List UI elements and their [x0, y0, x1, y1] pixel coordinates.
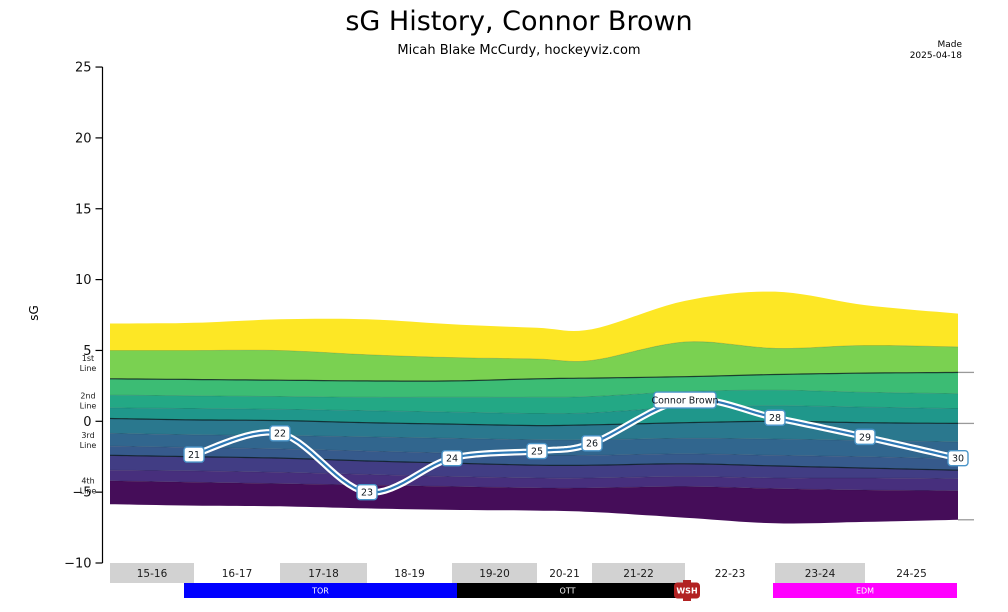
line-group-label-word: Line [80, 441, 97, 450]
team-label-WSH: WSH [676, 586, 697, 595]
marker-label: 26 [586, 439, 598, 450]
season-box-23-24 [775, 563, 865, 583]
marker-label: 21 [188, 450, 200, 461]
line-group-boundary-2 [110, 371, 959, 382]
season-box-19-20 [452, 563, 537, 583]
marker-box [441, 449, 463, 467]
age-marker-22: 22 [269, 425, 291, 442]
line-group-boundary-8 [109, 454, 959, 471]
marker-label: Connor Brown [651, 395, 718, 406]
band-boundary-9 [110, 469, 959, 480]
season-label-24-25: 24-25 [896, 568, 927, 580]
band-boundary-4 [109, 405, 958, 414]
season-label-15-16: 15-16 [137, 568, 168, 580]
team-label-OTT: OTT [560, 586, 576, 595]
marker-label: 28 [769, 413, 781, 424]
distribution-band-4 [110, 390, 958, 414]
team-label-TOR: TOR [311, 586, 329, 595]
marker-box [854, 428, 876, 446]
age-marker-21: 21 [183, 446, 205, 463]
season-label-20-21: 20-21 [549, 568, 580, 580]
age-marker-28: 28 [764, 409, 786, 426]
season-label-18-19: 18-19 [394, 568, 425, 580]
y-tick-label--10: −10 [64, 557, 91, 572]
line-group-label-ordinal: 3rd [81, 431, 94, 440]
line-group-label-ordinal: 1st [82, 354, 94, 363]
page-title: sG History, Connor Brown [345, 6, 693, 37]
y-tick-label-25: 25 [75, 61, 92, 76]
team-bar-TOR [184, 583, 457, 598]
season-label-21-22: 21-22 [623, 568, 654, 580]
season-label-23-24: 23-24 [805, 568, 836, 580]
marker-label: 30 [952, 454, 964, 465]
y-tick-label--5: −5 [72, 486, 91, 501]
marker-label: 29 [859, 432, 871, 443]
team-bar-WSH [674, 582, 700, 599]
player-name-marker: Connor Brown [651, 391, 719, 409]
age-marker-30: 30 [947, 449, 969, 467]
distribution-band-10 [110, 470, 958, 491]
y-tick-label-20: 20 [75, 131, 92, 146]
band-boundary-3 [110, 389, 959, 398]
y-axis-label: sG [26, 305, 41, 321]
marker-box [183, 446, 205, 463]
team-bar-EDM [773, 583, 957, 598]
age-marker-24: 24 [441, 449, 463, 467]
made-date: 2025-04-18 [909, 51, 962, 61]
marker-box [356, 483, 378, 501]
player-line [192, 398, 960, 494]
marker-box [947, 449, 969, 467]
marker-box [269, 425, 291, 442]
age-marker-26: 26 [581, 435, 603, 452]
made-date-stamp: Made 2025-04-18 [910, 40, 962, 62]
distribution-band-1 [110, 291, 958, 362]
season-label-22-23: 22-23 [715, 568, 746, 580]
line-group-label-ordinal: 2nd [80, 392, 95, 401]
line-group-label-ordinal: 4th [81, 477, 94, 486]
season-label-19-20: 19-20 [479, 568, 510, 580]
band-boundary-1 [110, 341, 959, 362]
line-group-label-word: Line [80, 487, 97, 496]
band-boundary-10 [109, 480, 958, 492]
chart-subtitle: Micah Blake McCurdy, hockeyviz.com [397, 43, 641, 58]
team-bar-OTT [457, 583, 678, 598]
age-marker-23: 23 [356, 483, 378, 501]
marker-label: 24 [446, 454, 458, 465]
season-box-21-22 [592, 563, 685, 583]
line-group-label-word: Line [80, 402, 97, 411]
season-label-16-17: 16-17 [222, 568, 253, 580]
y-tick-label-5: 5 [83, 344, 91, 359]
marker-box [764, 409, 786, 426]
season-label-17-18: 17-18 [308, 568, 339, 580]
marker-box [581, 435, 603, 452]
made-label: Made [937, 40, 962, 50]
marker-label: 22 [274, 429, 286, 440]
marker-label: 25 [531, 446, 543, 457]
distribution-band-3 [110, 372, 958, 398]
marker-box [526, 442, 548, 460]
y-tick-label-15: 15 [75, 202, 92, 217]
season-box-17-18 [280, 563, 367, 583]
y-tick-label-10: 10 [75, 273, 92, 288]
season-box-15-16 [110, 563, 194, 583]
marker-box [653, 391, 717, 409]
age-marker-29: 29 [854, 428, 876, 446]
distribution-band-11 [110, 480, 958, 524]
team-label-EDM: EDM [856, 586, 874, 595]
distribution-band-2 [110, 341, 958, 382]
age-marker-25: 25 [526, 442, 548, 460]
y-tick-label-0: 0 [83, 415, 91, 430]
marker-label: 23 [361, 488, 373, 499]
line-group-label-word: Line [80, 364, 97, 373]
distribution-band-6 [110, 418, 958, 442]
